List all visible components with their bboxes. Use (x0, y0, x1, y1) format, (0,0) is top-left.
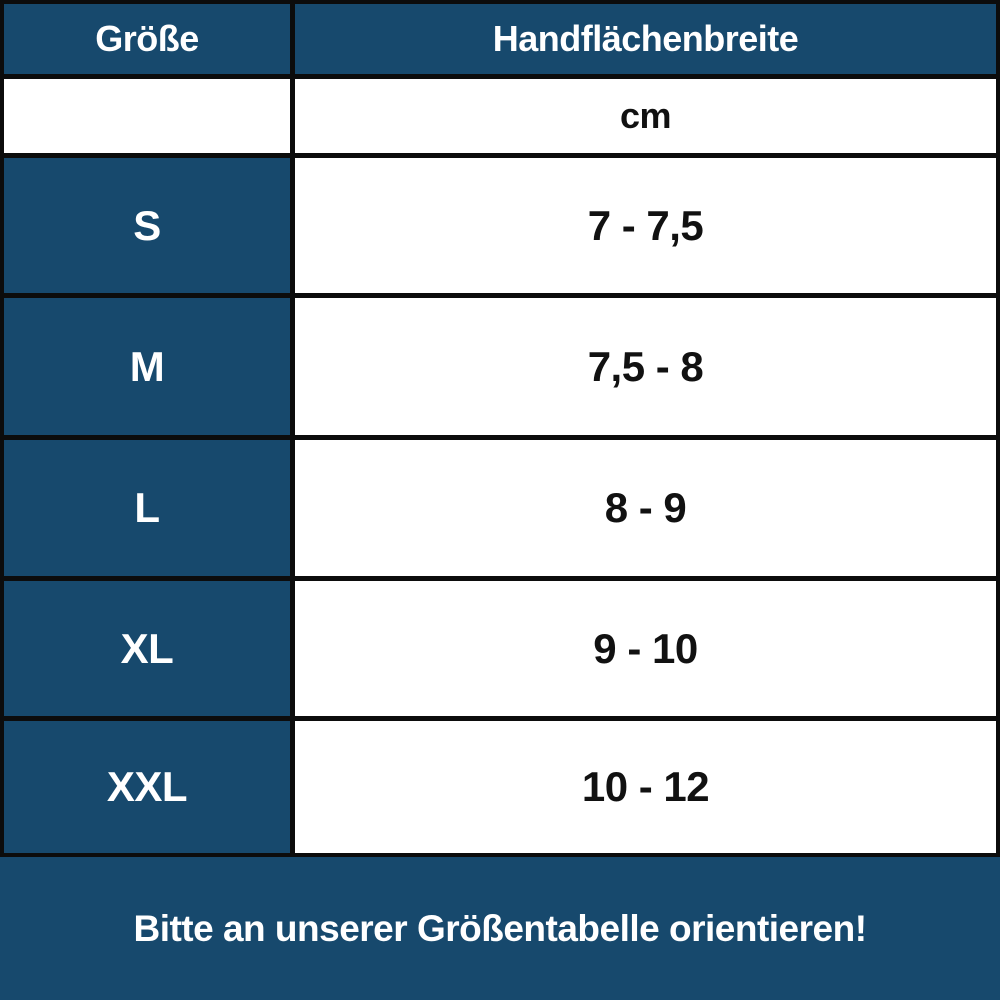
unit-row-empty-cell (4, 79, 290, 153)
value-cell-s: 7 - 7,5 (295, 158, 996, 293)
size-cell-m: M (4, 298, 290, 435)
value-cell-xxl: 10 - 12 (295, 721, 996, 853)
value-cell-xl: 9 - 10 (295, 581, 996, 716)
header-cell-groesse: Größe (4, 4, 290, 74)
header-cell-handflaechenbreite: Handflächenbreite (295, 4, 996, 74)
unit-cell-cm: cm (295, 79, 996, 153)
size-cell-xxl: XXL (4, 721, 290, 853)
size-cell-s: S (4, 158, 290, 293)
value-cell-m: 7,5 - 8 (295, 298, 996, 435)
size-cell-xl: XL (4, 581, 290, 716)
footer-banner: Bitte an unserer Größentabelle orientier… (0, 857, 1000, 1000)
value-cell-l: 8 - 9 (295, 440, 996, 576)
size-table: Größe Handflächenbreite cm S 7 - 7,5 M 7… (0, 0, 1000, 857)
size-cell-l: L (4, 440, 290, 576)
